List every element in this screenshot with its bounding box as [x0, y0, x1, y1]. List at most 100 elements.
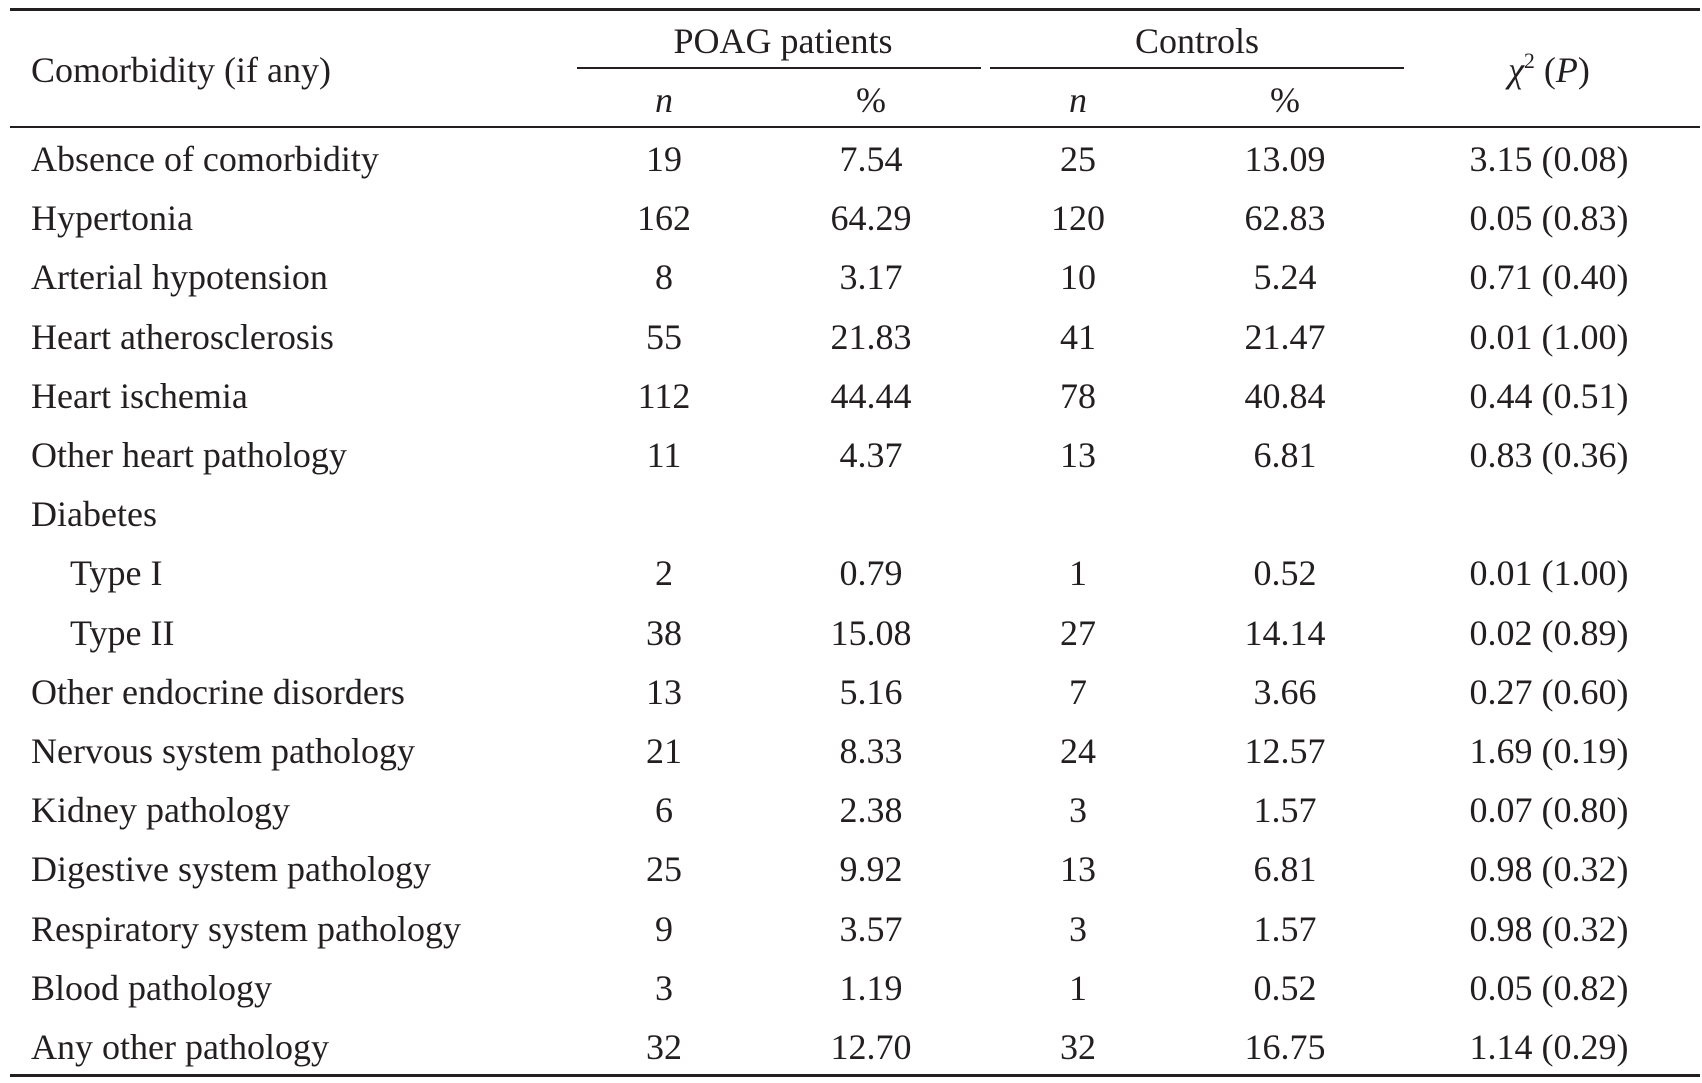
controls-percent-cell: 62.83: [1244, 198, 1326, 238]
controls-percent-cell: 6.81: [1253, 849, 1317, 889]
row-label: Digestive system pathology: [31, 849, 431, 889]
chi-square-cell: 0.01 (1.00): [1469, 553, 1629, 593]
controls-group-rule: [990, 67, 1404, 69]
controls-percent-cell: 13.09: [1244, 139, 1326, 179]
row-label: Arterial hypotension: [31, 257, 328, 297]
poag-n-cell: 9: [655, 909, 673, 949]
chi-square-cell: 0.98 (0.32): [1469, 849, 1629, 889]
controls-n-cell: 27: [1060, 613, 1096, 653]
controls-percent-header: %: [1270, 80, 1300, 120]
controls-percent-cell: 0.52: [1253, 968, 1317, 1008]
poag-n-cell: 112: [637, 376, 691, 416]
poag-percent-cell: 15.08: [830, 613, 912, 653]
controls-n-cell: 7: [1069, 672, 1087, 712]
poag-n-cell: 3: [655, 968, 673, 1008]
poag-percent-cell: 2.38: [839, 790, 903, 830]
row-label: Heart ischemia: [31, 376, 248, 416]
row-label: Hypertonia: [31, 198, 193, 238]
controls-n-cell: 25: [1060, 139, 1096, 179]
poag-n-cell: 38: [646, 613, 682, 653]
controls-n-cell: 1: [1069, 553, 1087, 593]
row-label: Other endocrine disorders: [31, 672, 405, 712]
poag-percent-header: %: [856, 80, 886, 120]
poag-percent-cell: 4.37: [839, 435, 903, 475]
chi-square-cell: 0.71 (0.40): [1469, 257, 1629, 297]
poag-percent-cell: 21.83: [830, 317, 912, 357]
controls-percent-cell: 3.66: [1253, 672, 1317, 712]
poag-group-header: POAG patients: [673, 21, 893, 61]
controls-n-cell: 120: [1051, 198, 1105, 238]
row-label: Blood pathology: [31, 968, 272, 1008]
poag-n-cell: 8: [655, 257, 673, 297]
controls-percent-cell: 6.81: [1253, 435, 1317, 475]
row-label: Other heart pathology: [31, 435, 347, 475]
controls-percent-cell: 5.24: [1253, 257, 1317, 297]
controls-n-cell: 41: [1060, 317, 1096, 357]
p-symbol: P: [1555, 50, 1578, 90]
poag-percent-cell: 64.29: [830, 198, 912, 238]
controls-n-cell: 3: [1069, 790, 1087, 830]
controls-n-header: n: [1069, 80, 1087, 120]
chi-square-cell: 0.05 (0.83): [1469, 198, 1629, 238]
poag-percent-cell: 8.33: [839, 731, 903, 771]
poag-percent-cell: 9.92: [839, 849, 903, 889]
poag-n-cell: 32: [646, 1027, 682, 1067]
controls-percent-cell: 1.57: [1253, 790, 1317, 830]
poag-n-cell: 13: [646, 672, 682, 712]
controls-percent-cell: 21.47: [1244, 317, 1326, 357]
controls-percent-cell: 16.75: [1244, 1027, 1326, 1067]
chi-square-header: χ2 (P): [1508, 48, 1590, 91]
row-label: Diabetes: [31, 494, 157, 534]
poag-n-cell: 25: [646, 849, 682, 889]
row-label: Nervous system pathology: [31, 731, 415, 771]
stat-close-paren: ): [1577, 50, 1590, 90]
chi-square-cell: 1.69 (0.19): [1469, 731, 1629, 771]
poag-percent-cell: 5.16: [839, 672, 903, 712]
controls-n-cell: 32: [1060, 1027, 1096, 1067]
controls-percent-cell: 14.14: [1244, 613, 1326, 653]
header-bottom-rule: [10, 126, 1700, 128]
stat-open-paren: (: [1534, 50, 1556, 90]
chi-square-cell: 0.01 (1.00): [1469, 317, 1629, 357]
controls-n-cell: 78: [1060, 376, 1096, 416]
row-label: Type I: [70, 553, 163, 593]
controls-n-cell: 24: [1060, 731, 1096, 771]
row-label: Kidney pathology: [31, 790, 290, 830]
poag-percent-cell: 44.44: [830, 376, 912, 416]
chi-square-cell: 0.44 (0.51): [1469, 376, 1629, 416]
controls-n-cell: 10: [1060, 257, 1096, 297]
poag-n-cell: 2: [655, 553, 673, 593]
chi-square-cell: 3.15 (0.08): [1469, 139, 1629, 179]
chi-square-cell: 0.83 (0.36): [1469, 435, 1629, 475]
poag-n-cell: 55: [646, 317, 682, 357]
chi-superscript: 2: [1523, 48, 1535, 73]
poag-n-cell: 6: [655, 790, 673, 830]
bottom-rule: [10, 1074, 1700, 1077]
controls-percent-cell: 12.57: [1244, 731, 1326, 771]
row-label: Any other pathology: [31, 1027, 329, 1067]
row-label: Heart atherosclerosis: [31, 317, 334, 357]
row-label: Absence of comorbidity: [31, 139, 379, 179]
controls-percent-cell: 0.52: [1253, 553, 1317, 593]
controls-percent-cell: 40.84: [1244, 376, 1326, 416]
row-label: Type II: [70, 613, 175, 653]
poag-group-rule: [577, 67, 981, 69]
controls-n-cell: 13: [1060, 435, 1096, 475]
poag-percent-cell: 3.17: [839, 257, 903, 297]
chi-square-cell: 0.07 (0.80): [1469, 790, 1629, 830]
poag-n-cell: 162: [637, 198, 691, 238]
controls-n-cell: 1: [1069, 968, 1087, 1008]
row-label: Respiratory system pathology: [31, 909, 461, 949]
controls-n-cell: 13: [1060, 849, 1096, 889]
top-rule: [10, 8, 1700, 11]
poag-percent-cell: 1.19: [839, 968, 903, 1008]
chi-square-cell: 0.05 (0.82): [1469, 968, 1629, 1008]
poag-percent-cell: 0.79: [839, 553, 903, 593]
chi-square-cell: 0.02 (0.89): [1469, 613, 1629, 653]
chi-square-cell: 0.98 (0.32): [1469, 909, 1629, 949]
row-label-header: Comorbidity (if any): [31, 50, 331, 90]
chi-square-cell: 1.14 (0.29): [1469, 1027, 1629, 1067]
controls-percent-cell: 1.57: [1253, 909, 1317, 949]
poag-percent-cell: 7.54: [839, 139, 903, 179]
